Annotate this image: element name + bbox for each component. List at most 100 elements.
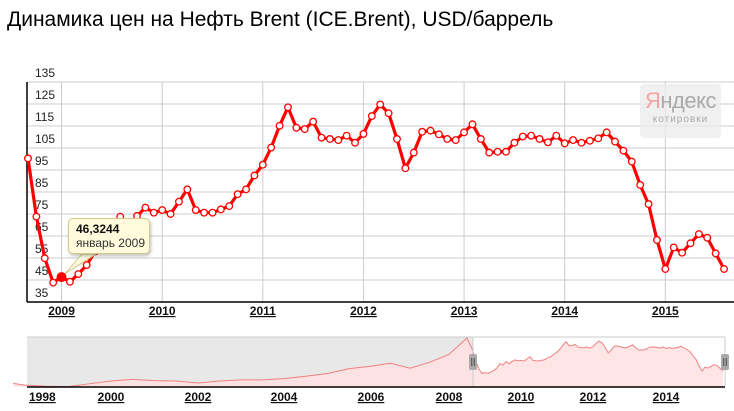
data-point[interactable] bbox=[200, 208, 209, 217]
data-point[interactable] bbox=[543, 138, 552, 147]
data-point[interactable] bbox=[703, 233, 712, 242]
data-point[interactable] bbox=[325, 135, 334, 143]
data-point[interactable] bbox=[393, 135, 401, 143]
data-point[interactable] bbox=[40, 254, 49, 263]
data-point[interactable] bbox=[560, 139, 569, 148]
range-handle[interactable] bbox=[469, 354, 477, 370]
data-point[interactable] bbox=[493, 147, 502, 156]
data-point[interactable] bbox=[460, 128, 469, 137]
data-point[interactable] bbox=[418, 127, 427, 136]
data-point[interactable] bbox=[292, 123, 301, 132]
data-point[interactable] bbox=[585, 136, 594, 145]
data-point[interactable] bbox=[527, 131, 536, 140]
data-point[interactable] bbox=[149, 208, 158, 217]
data-point[interactable] bbox=[711, 249, 720, 258]
data-point[interactable] bbox=[225, 202, 234, 211]
data-point[interactable] bbox=[569, 136, 578, 145]
x-tick-label[interactable]: 2015 bbox=[652, 304, 679, 318]
data-point[interactable] bbox=[611, 137, 619, 146]
data-point[interactable] bbox=[401, 164, 410, 173]
data-point[interactable] bbox=[510, 138, 519, 147]
navigator-tick-label[interactable]: 2006 bbox=[358, 390, 385, 404]
data-point[interactable] bbox=[342, 131, 351, 140]
data-point[interactable] bbox=[678, 248, 687, 257]
x-tick-label[interactable]: 2013 bbox=[451, 304, 478, 318]
data-point[interactable] bbox=[334, 136, 343, 145]
data-point[interactable] bbox=[502, 147, 510, 156]
navigator-tick-label[interactable]: 2014 bbox=[653, 390, 680, 404]
x-axis[interactable]: 2009 2010 2011 2012 2013 2014 2015 bbox=[48, 304, 679, 318]
data-point[interactable] bbox=[720, 265, 728, 273]
navigator-tick-label[interactable]: 2002 bbox=[185, 390, 212, 404]
data-point[interactable] bbox=[468, 120, 477, 129]
data-point[interactable] bbox=[250, 171, 259, 180]
data-point[interactable] bbox=[65, 277, 74, 286]
highlighted-point[interactable] bbox=[56, 272, 67, 283]
data-point[interactable] bbox=[208, 208, 217, 217]
data-point[interactable] bbox=[653, 236, 661, 244]
data-point[interactable] bbox=[669, 243, 678, 252]
data-point[interactable] bbox=[317, 133, 326, 142]
data-point[interactable] bbox=[552, 131, 561, 140]
data-point[interactable] bbox=[258, 160, 267, 169]
range-handle[interactable] bbox=[721, 354, 729, 370]
navigator-tick-label[interactable]: 2010 bbox=[508, 390, 535, 404]
data-point[interactable] bbox=[627, 157, 636, 166]
data-point[interactable] bbox=[216, 205, 225, 214]
x-tick-label[interactable]: 2010 bbox=[149, 304, 176, 318]
data-point[interactable] bbox=[24, 154, 32, 163]
navigator-tick-label[interactable]: 2008 bbox=[436, 390, 463, 404]
data-point[interactable] bbox=[275, 121, 284, 130]
navigator[interactable]: 1998 2000 2002 2004 2006 2008 2010 2012 2014 bbox=[13, 336, 729, 404]
data-point[interactable] bbox=[32, 212, 41, 221]
data-point[interactable] bbox=[451, 136, 460, 145]
navigator-tick-label[interactable]: 2000 bbox=[98, 390, 125, 404]
data-point[interactable] bbox=[619, 146, 628, 155]
data-point[interactable] bbox=[644, 200, 653, 209]
data-point[interactable] bbox=[233, 190, 242, 199]
data-point[interactable] bbox=[309, 117, 318, 126]
data-point[interactable] bbox=[577, 138, 586, 147]
data-point[interactable] bbox=[166, 210, 175, 218]
data-point[interactable] bbox=[384, 109, 393, 118]
data-point[interactable] bbox=[141, 203, 150, 212]
data-point[interactable] bbox=[694, 230, 703, 238]
data-point[interactable] bbox=[82, 261, 91, 269]
data-point[interactable] bbox=[183, 185, 192, 194]
x-tick-label[interactable]: 2009 bbox=[48, 304, 75, 318]
data-point[interactable] bbox=[359, 129, 368, 138]
series-line bbox=[26, 102, 726, 285]
data-point[interactable] bbox=[686, 239, 695, 248]
data-point[interactable] bbox=[535, 135, 544, 143]
data-point[interactable] bbox=[476, 135, 485, 143]
data-point[interactable] bbox=[594, 134, 603, 143]
data-point[interactable] bbox=[174, 197, 183, 206]
navigator-tick-label[interactable]: 1998 bbox=[29, 390, 56, 404]
data-point[interactable] bbox=[434, 130, 443, 139]
data-point[interactable] bbox=[158, 206, 167, 214]
data-point[interactable] bbox=[351, 138, 360, 147]
data-point[interactable] bbox=[191, 206, 200, 214]
data-point[interactable] bbox=[367, 112, 376, 121]
data-point[interactable] bbox=[284, 103, 292, 112]
data-point[interactable] bbox=[74, 270, 83, 279]
x-tick-label[interactable]: 2011 bbox=[250, 304, 276, 318]
data-point[interactable] bbox=[409, 148, 418, 157]
data-point[interactable] bbox=[376, 100, 385, 109]
data-point[interactable] bbox=[242, 185, 250, 194]
navigator-tick-label[interactable]: 2004 bbox=[271, 390, 298, 404]
data-point[interactable] bbox=[267, 143, 276, 152]
x-tick-label[interactable]: 2014 bbox=[551, 304, 578, 318]
x-tick-label[interactable]: 2012 bbox=[350, 304, 377, 318]
data-point[interactable] bbox=[602, 128, 611, 137]
data-point[interactable] bbox=[518, 132, 527, 141]
navigator-tick-label[interactable]: 2012 bbox=[580, 390, 607, 404]
data-point[interactable] bbox=[636, 181, 645, 189]
data-point[interactable] bbox=[426, 126, 435, 135]
data-point[interactable] bbox=[443, 135, 452, 143]
data-point[interactable] bbox=[661, 265, 670, 273]
data-point[interactable] bbox=[49, 278, 58, 287]
data-point[interactable] bbox=[485, 148, 494, 157]
data-point[interactable] bbox=[300, 125, 309, 134]
